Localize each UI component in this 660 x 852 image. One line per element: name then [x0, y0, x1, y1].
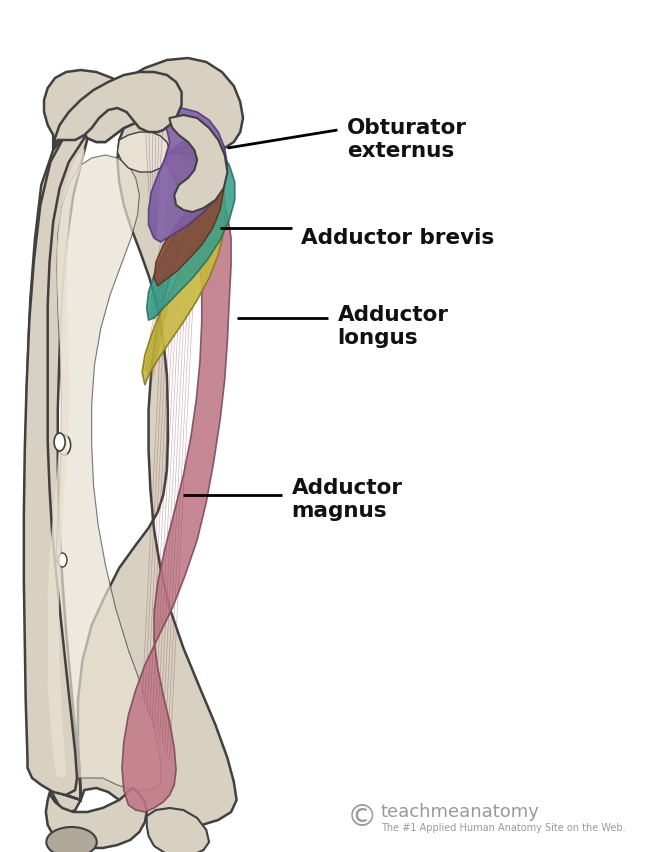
Polygon shape	[142, 148, 226, 385]
Text: The #1 Applied Human Anatomy Site on the Web.: The #1 Applied Human Anatomy Site on the…	[381, 823, 625, 833]
Polygon shape	[122, 148, 231, 812]
Polygon shape	[82, 58, 243, 150]
Polygon shape	[147, 808, 209, 852]
Polygon shape	[117, 132, 170, 172]
Polygon shape	[48, 148, 84, 778]
Text: Adductor brevis: Adductor brevis	[301, 228, 494, 248]
Ellipse shape	[58, 435, 71, 455]
Polygon shape	[24, 125, 84, 795]
Text: Adductor
longus: Adductor longus	[337, 305, 449, 348]
Polygon shape	[170, 115, 228, 212]
Polygon shape	[46, 788, 147, 848]
Polygon shape	[26, 120, 236, 825]
Polygon shape	[142, 108, 228, 242]
Text: Adductor
magnus: Adductor magnus	[292, 478, 403, 521]
Ellipse shape	[54, 433, 65, 451]
Text: ©: ©	[347, 803, 378, 832]
Ellipse shape	[58, 553, 67, 567]
Ellipse shape	[46, 827, 97, 852]
Polygon shape	[147, 140, 235, 320]
Text: Obturator
externus: Obturator externus	[346, 118, 467, 161]
Polygon shape	[55, 155, 160, 790]
Polygon shape	[44, 70, 154, 150]
Polygon shape	[154, 145, 224, 286]
Text: teachmeanatomy: teachmeanatomy	[381, 803, 539, 821]
Polygon shape	[53, 72, 182, 150]
